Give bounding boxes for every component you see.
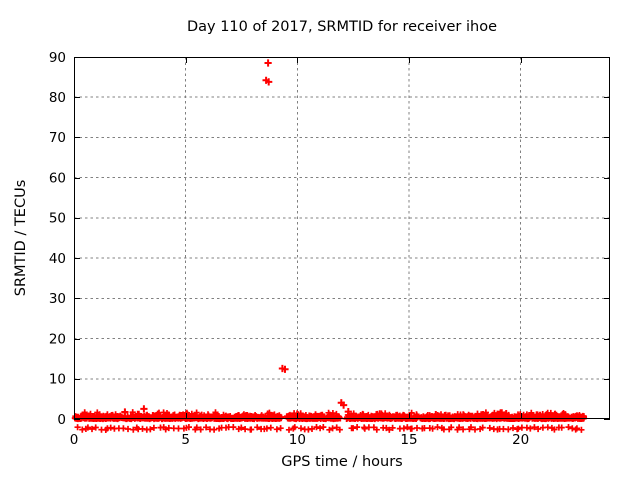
data-points: [71, 59, 588, 433]
noise-band-markers: [71, 409, 588, 433]
y-tick-label: 60: [49, 170, 66, 186]
y-axis-label: SRMTID / TECUs: [13, 180, 29, 297]
y-tick-label: 30: [49, 291, 66, 307]
outlier-markers: [121, 59, 541, 419]
x-tick-label: 20: [512, 432, 529, 448]
y-tick-label: 40: [49, 251, 66, 267]
x-tick-label: 10: [289, 432, 306, 448]
y-tick-label: 0: [57, 412, 66, 428]
chart-title: Day 110 of 2017, SRMTID for receiver iho…: [187, 19, 497, 35]
x-tick-label: 0: [70, 432, 79, 448]
gridlines: [74, 57, 610, 419]
x-axis-label: GPS time / hours: [281, 454, 402, 470]
x-tick-label: 5: [181, 432, 190, 448]
plot-frame: [74, 57, 610, 420]
y-tick-label: 20: [49, 331, 66, 347]
y-tick-label: 80: [49, 90, 66, 106]
y-tick-label: 90: [49, 50, 66, 66]
y-tick-label: 70: [49, 130, 66, 146]
tick-labels: 0 5 10 15 20 0 10 20 30 40 50 60 70 80 90: [49, 50, 529, 448]
y-tick-label: 50: [49, 211, 66, 227]
y-tick-label: 10: [49, 372, 66, 388]
x-tick-label: 15: [400, 432, 417, 448]
